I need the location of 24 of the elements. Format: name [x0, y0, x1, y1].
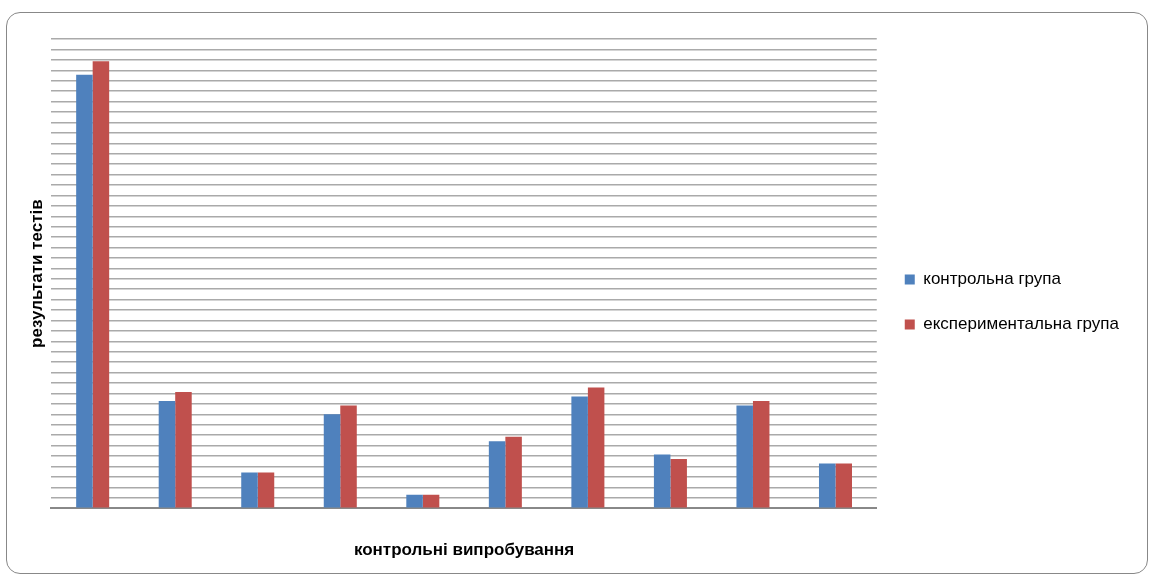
legend-label: експериментальна група	[923, 314, 1120, 334]
bar	[670, 459, 687, 508]
bar	[257, 472, 275, 508]
bar	[422, 494, 440, 508]
bar	[488, 441, 506, 508]
bar	[340, 405, 357, 508]
bar	[752, 400, 770, 508]
bar	[587, 387, 605, 508]
bar	[76, 74, 93, 508]
bar	[92, 61, 110, 508]
bar	[158, 400, 176, 508]
bar	[241, 472, 258, 508]
bar	[818, 463, 836, 508]
y-axis-title: результати тестів	[26, 199, 46, 348]
bar	[175, 392, 192, 508]
bar	[736, 405, 753, 508]
bar	[406, 494, 423, 508]
x-axis-title: контрольні випробування	[353, 540, 575, 560]
bar	[323, 414, 341, 508]
bar	[835, 463, 852, 508]
bar	[653, 454, 671, 508]
bar	[505, 436, 522, 508]
legend-label: контрольна група	[923, 269, 1062, 289]
bar	[571, 396, 588, 508]
